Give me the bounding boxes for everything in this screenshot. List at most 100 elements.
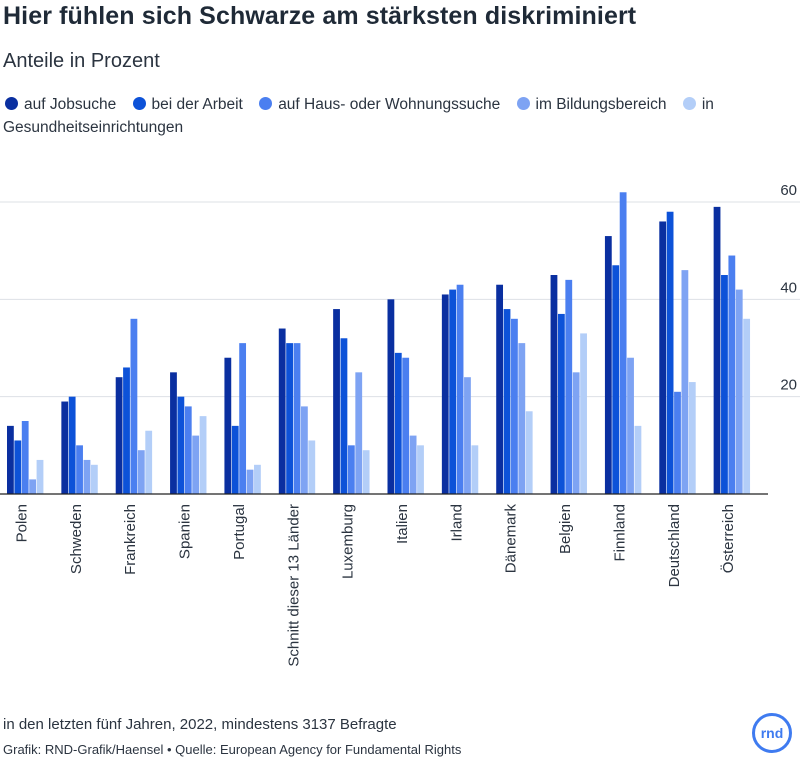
bar <box>36 459 44 494</box>
bar <box>612 265 620 494</box>
x-tick-label: Portugal <box>231 504 248 560</box>
bar <box>239 343 247 494</box>
bar <box>286 343 293 494</box>
legend-label: auf Jobsuche <box>24 96 117 113</box>
bar <box>659 221 667 494</box>
bar <box>192 435 200 494</box>
bar <box>503 309 511 494</box>
bar <box>721 275 728 494</box>
bar <box>7 425 14 494</box>
bar <box>137 450 145 494</box>
bar <box>387 299 395 494</box>
bar <box>449 289 457 494</box>
legend-item: in Gesundheitseinrichtungen <box>3 96 714 136</box>
legend-swatch <box>516 97 530 110</box>
y-tick-label: 60 <box>780 182 797 199</box>
bar <box>115 377 123 494</box>
legend-swatch <box>5 97 18 110</box>
chart-credits: Grafik: RND-Grafik/Haensel • Quelle: Eur… <box>3 742 462 757</box>
bar <box>145 430 153 494</box>
bar <box>29 479 36 494</box>
bar <box>674 391 681 494</box>
x-tick-label: Dänemark <box>503 504 520 574</box>
bar <box>688 382 696 494</box>
bar <box>627 357 634 494</box>
legend-label: in Gesundheitseinrichtungen <box>3 96 714 136</box>
bar <box>278 328 286 494</box>
bar <box>254 464 261 494</box>
bar <box>402 357 410 494</box>
bar <box>511 318 518 494</box>
legend-swatch <box>682 97 696 110</box>
bar <box>177 396 185 494</box>
y-tick-label: 40 <box>780 279 797 296</box>
bar <box>199 416 207 494</box>
x-tick-label: Finnland <box>611 504 628 562</box>
legend: auf Jobsuche bei der Arbeit auf Haus- od… <box>3 93 793 139</box>
bar <box>68 396 76 494</box>
bar <box>14 440 22 494</box>
bar <box>728 255 736 494</box>
legend-item: auf Jobsuche <box>3 96 116 113</box>
rnd-logo: rnd <box>752 713 792 753</box>
legend-item: auf Haus- oder Wohnungssuche <box>257 96 500 113</box>
bar <box>743 318 751 494</box>
bar <box>231 425 239 494</box>
bar <box>224 357 232 494</box>
chart-title: Hier fühlen sich Schwarze am stärksten d… <box>3 2 637 30</box>
bar <box>572 372 580 494</box>
x-tick-label: Frankreich <box>122 504 139 575</box>
bar <box>21 421 29 494</box>
bar <box>619 192 627 494</box>
bar <box>340 338 348 494</box>
bar <box>409 435 417 494</box>
legend-label: bei der Arbeit <box>151 96 243 113</box>
bar <box>525 411 533 494</box>
x-tick-label: Polen <box>14 504 31 542</box>
bar <box>471 445 479 494</box>
bar <box>417 445 424 494</box>
x-tick-label: Spanien <box>177 504 194 559</box>
x-tick-label: Italien <box>394 504 411 544</box>
bar <box>308 440 316 494</box>
bar <box>441 294 449 494</box>
bar <box>735 289 743 494</box>
bar <box>394 352 402 494</box>
y-tick-label: 20 <box>780 377 797 394</box>
bar <box>130 318 138 494</box>
chart-subtitle: Anteile in Prozent <box>3 50 160 72</box>
bar <box>347 445 355 494</box>
bar <box>713 206 721 494</box>
bar <box>293 343 301 494</box>
bar <box>300 406 308 494</box>
bar <box>557 313 565 494</box>
bar <box>83 459 91 494</box>
x-tick-label: Irland <box>448 504 465 542</box>
bar <box>496 284 504 494</box>
chart-note: in den letzten fünf Jahren, 2022, mindes… <box>3 716 397 733</box>
legend-item: im Bildungsbereich <box>515 96 667 113</box>
bar <box>184 406 192 494</box>
x-tick-label: Luxemburg <box>340 504 357 579</box>
legend-label: im Bildungsbereich <box>535 96 667 113</box>
bar <box>464 377 471 494</box>
legend-swatch <box>132 97 146 110</box>
bar <box>604 236 612 494</box>
bar <box>61 401 69 494</box>
x-tick-label: Belgien <box>557 504 574 554</box>
bar <box>355 372 363 494</box>
legend-swatch <box>259 97 273 110</box>
bar <box>518 343 526 494</box>
x-tick-label: Schweden <box>68 504 85 574</box>
bar <box>580 333 587 494</box>
bar <box>76 445 83 494</box>
x-tick-label: Österreich <box>719 504 737 573</box>
x-tick-label: Deutschland <box>666 504 683 587</box>
bar-chart: 20 40 60 Polen Schweden Frankreich Spanien Port… <box>0 182 800 667</box>
bar <box>333 309 340 494</box>
bar <box>565 279 573 494</box>
bar <box>550 275 558 494</box>
bar <box>681 270 689 494</box>
bar <box>90 464 98 494</box>
bar <box>123 367 130 494</box>
